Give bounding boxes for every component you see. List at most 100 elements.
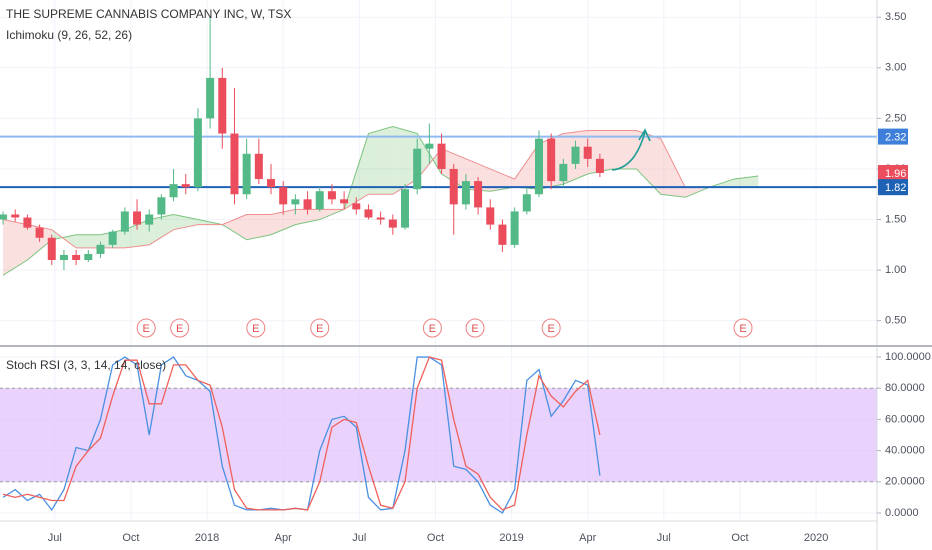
candle-body (96, 244, 105, 254)
x-tick-label: 2018 (195, 532, 219, 544)
cloud-segment (392, 126, 418, 195)
earnings-marker (170, 318, 190, 338)
cloud-segment (271, 209, 296, 235)
band-fill (0, 388, 877, 482)
cloud-segment (368, 126, 393, 195)
chart-title: THE SUPREME CANNABIS COMPANY INC, W, TSX (6, 7, 291, 21)
x-tick-label: Oct (427, 532, 444, 544)
candle-body (181, 184, 190, 188)
earnings-label: E (316, 323, 323, 335)
price-label-box (878, 165, 908, 182)
candle-body (242, 153, 251, 195)
cloud-segment (490, 168, 515, 192)
cloud-segment (149, 214, 174, 245)
candle-body (108, 231, 117, 245)
stoch-pane (0, 356, 877, 514)
candle-body (84, 253, 93, 261)
x-tick-label: 2020 (804, 532, 828, 544)
x-tick-label: Apr (275, 532, 292, 544)
y-tick-label: 80.0000 (885, 382, 925, 394)
earnings-label: E (429, 323, 436, 335)
candle-body (583, 146, 592, 159)
candle-body (425, 143, 434, 149)
cloud-segment (76, 234, 101, 248)
candle-body (157, 197, 166, 215)
earnings-marker (541, 318, 561, 338)
earnings-label: E (547, 323, 554, 335)
earnings-label: E (739, 323, 746, 335)
candle-body (254, 153, 263, 180)
x-tick-label: Apr (579, 532, 596, 544)
cloud-line (2, 130, 759, 249)
candle-body (437, 143, 446, 169)
y-tick-label: 0.0000 (885, 507, 919, 519)
candle-body (303, 199, 312, 210)
candle-body (401, 189, 410, 228)
candle-body (0, 214, 8, 220)
candle-body (193, 118, 202, 188)
candle-body (595, 158, 604, 174)
cloud-segment (514, 143, 539, 190)
x-tick-label: Jul (352, 532, 366, 544)
x-tick-label: 2019 (499, 532, 523, 544)
arrow-annotation (611, 128, 651, 171)
candle-body (571, 146, 580, 164)
candle-body (47, 237, 56, 261)
y-tick-label: 60.0000 (885, 413, 925, 425)
earnings-marker (310, 318, 330, 338)
cloud-segment (3, 219, 28, 276)
candle-body (120, 211, 129, 232)
y-tick-label: 3.00 (885, 62, 906, 74)
earnings-label: E (471, 323, 478, 335)
candle-body (522, 194, 531, 212)
earnings-marker (246, 318, 266, 338)
price-label-box (878, 128, 908, 145)
candle-body (388, 219, 397, 228)
candle-body (413, 148, 422, 190)
cloud-segment (636, 130, 661, 195)
earnings-label: E (176, 323, 183, 335)
candle-body (510, 211, 519, 245)
candle-body (72, 254, 81, 261)
y-tick-label: 40.0000 (885, 445, 925, 457)
candle-body (35, 227, 44, 238)
y-tick-label: 100.0000 (885, 351, 931, 363)
earnings-marker (733, 318, 753, 338)
candle-body (327, 191, 336, 200)
candle-body (461, 181, 470, 205)
earnings-marker (136, 318, 156, 338)
cloud-segment (660, 138, 686, 198)
candle-body (291, 199, 300, 205)
indicator-label: Ichimoku (9, 26, 52, 26) (6, 28, 132, 42)
candle-body (534, 138, 543, 195)
price-label: 2.32 (885, 131, 906, 143)
cloud-segment (27, 224, 52, 261)
y-tick-label: 1.50 (885, 213, 906, 225)
candle-body (23, 217, 32, 228)
cloud-line (2, 125, 759, 276)
y-tick-label: 3.50 (885, 11, 906, 23)
price-label: 1.96 (885, 168, 906, 180)
y-tick-label: 1.00 (885, 264, 906, 276)
y-tick-label: 2.50 (885, 112, 906, 124)
candle-body (230, 133, 239, 195)
candle-body (218, 77, 227, 134)
earnings-marker (465, 318, 485, 338)
cloud-segment (612, 130, 637, 169)
cloud-segment (587, 130, 613, 175)
candle-body (474, 181, 483, 208)
price-label-box (878, 179, 908, 196)
cloud-segment (124, 219, 150, 248)
candle-body (206, 77, 215, 119)
x-tick-label: Jul (48, 532, 62, 544)
stoch-line (2, 356, 601, 511)
cloud-segment (295, 209, 320, 225)
candle-body (352, 203, 361, 210)
candle-body (11, 214, 20, 218)
cloud-segment (222, 214, 247, 240)
cloud-segment (246, 214, 272, 240)
candle-body (486, 207, 495, 225)
earnings-label: E (252, 323, 259, 335)
